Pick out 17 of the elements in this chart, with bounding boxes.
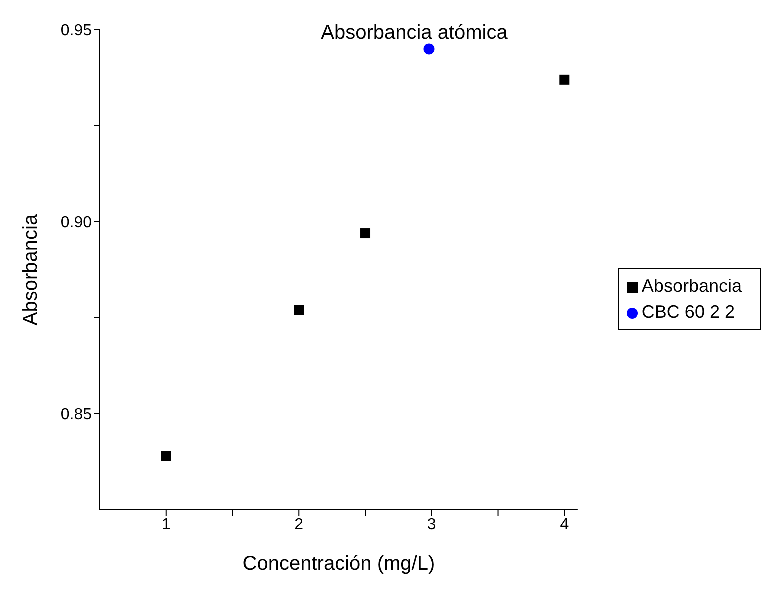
legend-label: Absorbancia — [642, 276, 742, 296]
x-tick-label: 2 — [294, 516, 304, 534]
point — [424, 44, 435, 55]
point — [161, 451, 172, 462]
x-tick-label: 3 — [427, 516, 436, 534]
point — [294, 305, 304, 316]
y-tick-label: 0.90 — [60, 214, 92, 232]
legend-label: CBC 60 2 2 — [642, 302, 735, 322]
y-axis-title: Absorbancia — [20, 214, 42, 326]
x-tick-label: 4 — [560, 516, 570, 534]
point — [360, 228, 371, 239]
x-axis-title: Concentración (mg/L) — [242, 553, 436, 575]
x-tick-label: 1 — [162, 516, 171, 534]
point — [560, 74, 570, 85]
chart-title: Absorbancia atómica — [321, 22, 508, 44]
y-tick-label: 0.85 — [60, 406, 92, 424]
y-tick-label: 0.95 — [60, 22, 92, 40]
